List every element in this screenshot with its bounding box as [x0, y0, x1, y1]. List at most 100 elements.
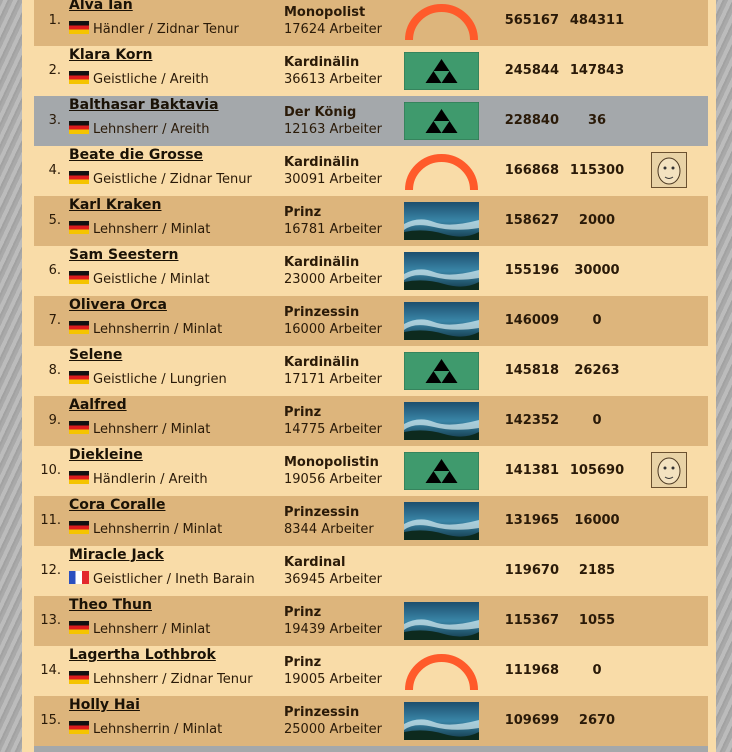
flag	[69, 121, 89, 134]
rank: 13.	[40, 613, 61, 628]
role: Händler / Zidnar Tenur	[93, 22, 239, 37]
title: Kardinälin	[284, 155, 360, 170]
wave	[404, 719, 479, 730]
rank: 8.	[48, 363, 61, 378]
ranking-row: 14. Lagertha Lothbrok Lehnsherr / Zidnar T…	[34, 646, 708, 696]
emblem	[404, 252, 479, 290]
player-name[interactable]: Karl Kraken	[69, 197, 162, 213]
workers: 17171 Arbeiter	[284, 372, 383, 387]
shore	[404, 230, 479, 240]
value2: 2185	[578, 563, 616, 578]
eye	[671, 466, 675, 470]
value2: 0	[592, 413, 602, 428]
workers: 19005 Arbeiter	[284, 672, 383, 687]
emblem	[404, 52, 479, 90]
flag	[69, 71, 89, 84]
flag	[69, 521, 89, 534]
emblem	[405, 654, 478, 690]
workers: 36613 Arbeiter	[284, 72, 383, 87]
avatar[interactable]	[651, 452, 687, 488]
flag	[69, 421, 89, 434]
role: Geistlicher / Ineth Barain	[93, 572, 255, 587]
points: 131965	[504, 513, 559, 528]
player-name[interactable]: Olivera Orca	[69, 297, 167, 313]
wave	[404, 519, 479, 530]
shore	[404, 430, 479, 440]
player-name[interactable]: Selene	[69, 347, 123, 363]
title: Prinz	[284, 605, 322, 620]
ranking-row: 12. Miracle Jack Geistlicher / Ineth Barai…	[34, 546, 708, 596]
flag	[69, 471, 89, 484]
player-name[interactable]: Alva Ian	[69, 0, 133, 13]
title: Prinzessin	[284, 505, 360, 520]
rank: 9.	[48, 413, 61, 428]
player-name[interactable]: Holly Hai	[69, 697, 140, 713]
shore	[404, 530, 479, 540]
ranking-row: 8. Selene Geistliche / Lungrien Kardinälin 1…	[34, 346, 708, 396]
role: Lehnsherrin / Minlat	[93, 322, 223, 337]
emblem	[404, 202, 479, 240]
value2: 2670	[578, 713, 616, 728]
role: Geistliche / Lungrien	[93, 372, 227, 387]
triforce	[425, 359, 458, 383]
title: Prinz	[284, 405, 322, 420]
rank: 12.	[40, 563, 61, 578]
points: 142352	[504, 413, 559, 428]
wave	[404, 269, 479, 280]
points: 565167	[504, 13, 559, 28]
player-name[interactable]: Klara Korn	[69, 47, 153, 63]
value2: 0	[592, 663, 602, 678]
flag	[69, 671, 89, 684]
player-name[interactable]: Cora Coralle	[69, 497, 166, 513]
ranking-row: 2. Klara Korn Geistliche / Areith Kardinäli…	[34, 46, 708, 96]
arc	[405, 654, 478, 690]
emblem	[404, 452, 479, 490]
workers: 19056 Arbeiter	[284, 472, 383, 487]
rank: 15.	[40, 713, 61, 728]
emblem	[404, 502, 479, 540]
title: Kardinälin	[284, 255, 360, 270]
wave	[404, 219, 479, 230]
workers: 12163 Arbeiter	[284, 122, 383, 137]
value2: 105690	[569, 463, 625, 478]
emblem	[404, 302, 479, 340]
arc	[405, 4, 478, 40]
role: Lehnsherrin / Minlat	[93, 722, 223, 737]
rank: 14.	[40, 663, 61, 678]
player-name[interactable]: Diekleine	[69, 447, 143, 463]
player-name[interactable]: Lagertha Lothbrok	[69, 647, 216, 663]
emblem	[405, 154, 478, 190]
role: Geistliche / Areith	[93, 72, 209, 87]
flag	[69, 321, 89, 334]
emblem	[404, 102, 479, 140]
face	[657, 157, 681, 185]
player-name[interactable]: Balthasar Baktavia	[69, 97, 219, 113]
shore	[404, 730, 479, 740]
rank: 5.	[48, 213, 61, 228]
ranking-row: 1. Alva Ian Händler / Zidnar Tenur Monopoli…	[34, 0, 708, 46]
triforce	[425, 459, 458, 483]
mouth	[664, 476, 674, 479]
rank: 3.	[48, 113, 61, 128]
rank: 2.	[48, 63, 61, 78]
avatar[interactable]	[651, 152, 687, 188]
value2: 115300	[569, 163, 625, 178]
emblem	[404, 602, 479, 640]
points: 119670	[504, 563, 559, 578]
player-name[interactable]: Aalfred	[69, 397, 127, 413]
emblem	[405, 4, 478, 40]
flag	[69, 621, 89, 634]
player-name[interactable]: Theo Thun	[69, 597, 152, 613]
ranking-row: 10. Diekleine Händlerin / Areith Monopolist…	[34, 446, 708, 496]
value2: 36	[587, 113, 607, 128]
role: Geistliche / Minlat	[93, 272, 210, 287]
eye	[663, 466, 667, 470]
ranking-row: 7. Olivera Orca Lehnsherrin / Minlat Prinze…	[34, 296, 708, 346]
player-name[interactable]: Beate die Grosse	[69, 147, 204, 163]
rank: 11.	[40, 513, 61, 528]
flag	[69, 571, 89, 584]
triforce	[425, 109, 458, 133]
ranking-row: 9. Aalfred Lehnsherr / Minlat Prinz 14775 Ar…	[34, 396, 708, 446]
player-name[interactable]: Sam Seestern	[69, 247, 179, 263]
player-name[interactable]: Miracle Jack	[69, 547, 164, 563]
